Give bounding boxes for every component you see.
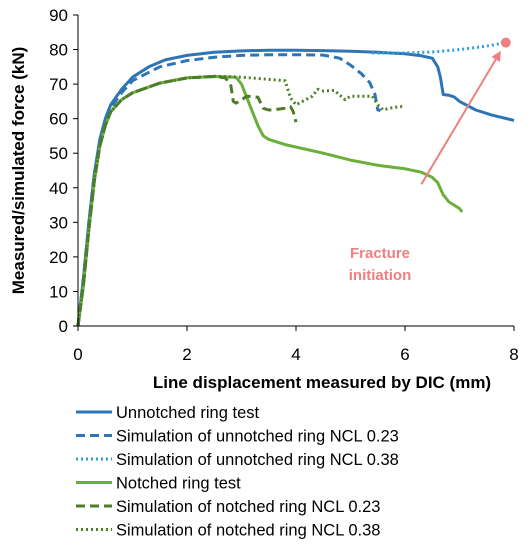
y-tick-label: 40 [49,179,68,198]
axes-layer: 0 10 20 30 40 50 60 70 80 90 0 2 4 6 8 Line displacemen… [9,6,519,392]
series-line-6 [76,74,405,327]
fracture-point-marker [500,37,511,48]
y-axis-title: Measured/simulated force (kN) [9,47,28,295]
y-tick-label: 30 [49,213,68,232]
annotation-label-line1: Fracture [350,245,410,262]
x-tick-label: 2 [182,345,191,364]
annotation-layer: Fracture initiation [349,37,511,284]
y-tick-label: 90 [49,6,68,25]
y-tick-label: 20 [49,248,68,267]
series-line-1 [76,48,515,327]
series-layer [76,41,515,327]
x-axis-title: Line displacement measured by DIC (mm) [153,373,491,392]
y-tick-label: 0 [59,317,68,336]
y-tick-label: 60 [49,110,68,129]
legend-label-4: Notched ring test [116,475,241,493]
legend-label-1: Unnotched ring test [116,404,260,422]
series-line-2 [76,53,382,327]
y-tick-label: 70 [49,75,68,94]
annotation-label-line2: initiation [349,267,412,284]
legend-label-6: Simulation of notched ring NCL 0.38 [116,522,380,540]
series-line-3 [372,41,507,55]
series-line-4 [76,75,464,327]
series-line-5 [76,75,298,327]
legend-label-5: Simulation of notched ring NCL 0.23 [116,498,380,516]
legend: Unnotched ring test Simulation of unnotch… [76,404,399,540]
y-tick-label: 10 [49,282,68,301]
x-tick-label: 0 [73,345,82,364]
legend-label-3: Simulation of unnotched ring NCL 0.38 [116,451,399,469]
y-tick-label: 50 [49,144,68,163]
annotation-arrow [420,50,501,185]
y-tick-label: 80 [49,41,68,60]
legend-label-2: Simulation of unnotched ring NCL 0.23 [116,428,399,446]
x-tick-label: 6 [400,345,409,364]
x-tick-label: 4 [291,345,300,364]
x-tick-label: 8 [509,345,518,364]
